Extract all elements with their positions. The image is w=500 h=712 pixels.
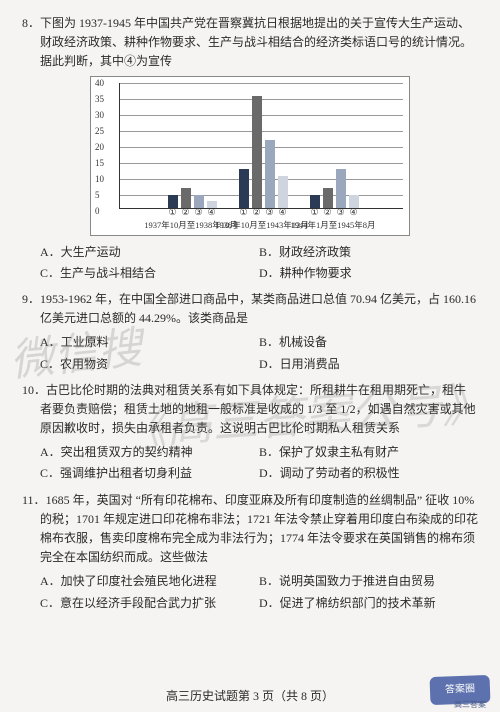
chart-series-label: ③ — [336, 205, 344, 219]
q10-text: 古巴比伦时期的法典对租赁关系有如下具体规定：所租耕牛在租用期死亡，租牛者要负责赔… — [40, 383, 476, 435]
q10-options: A．突出租赁双方的契约精神 B．保护了奴隶主私有财产 C．强调维护出租者切身利益… — [22, 442, 478, 484]
q10-number: 10． — [22, 383, 46, 397]
q10-option-c: C．强调维护出租者切身利益 — [40, 463, 259, 484]
question-8: 8．下图为 1937-1945 年中国共产党在晋察冀抗日根据地提出的关于宣传大生… — [22, 14, 478, 284]
chart-ytick: 30 — [95, 107, 104, 121]
chart-bar — [252, 96, 262, 208]
chart-series-label: ④ — [278, 205, 286, 219]
question-10: 10．古巴比伦时期的法典对租赁关系有如下具体规定：所租耕牛在租用期死亡，租牛者要… — [22, 381, 478, 485]
q11-options: A．加快了印度社会殖民地化进程 B．说明英国致力于推进自由贸易 C．意在以经济手… — [22, 571, 478, 613]
page-footer: 高三历史试题第 3 页（共 8 页） — [0, 687, 500, 706]
bar-chart: ①②③④①②③④①②③④ 05101520253035401937年10月至19… — [90, 76, 410, 236]
chart-gridline — [120, 99, 403, 100]
chart-xlabel: 1944年1月至1945年8月 — [285, 219, 381, 233]
chart-series-label: ① — [168, 205, 176, 219]
q8-option-d: D．耕种作物要求 — [259, 263, 478, 284]
chart-ytick: 5 — [95, 187, 100, 201]
chart-gridline — [120, 115, 403, 116]
q9-option-d: D．日用消费品 — [259, 354, 478, 375]
q8-options: A．大生产运动 B．财政经济政策 C．生产与战斗相结合 D．耕种作物要求 — [22, 242, 478, 284]
chart-gridline — [120, 195, 403, 196]
q9-option-a: A．工业原料 — [40, 332, 259, 353]
chart-series-label: ② — [252, 205, 260, 219]
q9-text: 1953-1962 年，在中国全部进口商品中，某类商品进口总值 70.94 亿美… — [40, 292, 476, 325]
q10-stem: 10．古巴比伦时期的法典对租赁关系有如下具体规定：所租耕牛在租用期死亡，租牛者要… — [22, 381, 478, 439]
q9-stem: 9．1953-1962 年，在中国全部进口商品中，某类商品进口总值 70.94 … — [22, 290, 478, 328]
q9-options: A．工业原料 B．机械设备 C．农用物资 D．日用消费品 — [22, 332, 478, 374]
chart-series-label: ① — [310, 205, 318, 219]
chart-ytick: 20 — [95, 139, 104, 153]
chart-gridline — [120, 147, 403, 148]
chart-container: ①②③④①②③④①②③④ 05101520253035401937年10月至19… — [22, 76, 478, 236]
chart-ytick: 35 — [95, 91, 104, 105]
q11-option-d: D．促进了棉纺织部门的技术革新 — [259, 593, 478, 614]
q11-option-b: B．说明英国致力于推进自由贸易 — [259, 571, 478, 592]
chart-series-label: ④ — [349, 205, 357, 219]
chart-series-label: ③ — [265, 205, 273, 219]
chart-series-label: ③ — [194, 205, 202, 219]
chart-ytick: 25 — [95, 123, 104, 137]
chart-gridline — [120, 163, 403, 164]
q8-text: 下图为 1937-1945 年中国共产党在晋察冀抗日根据地提出的关于宣传大生产运… — [40, 16, 472, 68]
chart-bar — [278, 176, 288, 208]
q11-text: 1685 年，英国对 “所有印花棉布、印度亚麻及所有印度制造的丝绸制品” 征收 … — [40, 493, 478, 565]
q11-stem: 11．1685 年，英国对 “所有印花棉布、印度亚麻及所有印度制造的丝绸制品” … — [22, 491, 478, 568]
chart-bar — [239, 169, 249, 207]
q8-option-c: C．生产与战斗相结合 — [40, 263, 259, 284]
chart-ytick: 0 — [95, 203, 100, 217]
chart-series-label: ② — [323, 205, 331, 219]
q11-option-c: C．意在以经济手段配合武力扩张 — [40, 593, 259, 614]
chart-ytick: 40 — [95, 75, 104, 89]
q11-number: 11． — [22, 493, 46, 507]
chart-bar — [336, 169, 346, 207]
stamp-subtext: 高三答案 — [454, 699, 486, 712]
chart-ytick: 10 — [95, 171, 104, 185]
question-9: 9．1953-1962 年，在中国全部进口商品中，某类商品进口总值 70.94 … — [22, 290, 478, 375]
chart-series-label: ④ — [207, 205, 215, 219]
question-11: 11．1685 年，英国对 “所有印花棉布、印度亚麻及所有印度制造的丝绸制品” … — [22, 491, 478, 614]
chart-gridline — [120, 131, 403, 132]
q9-number: 9． — [22, 292, 40, 306]
q10-option-b: B．保护了奴隶主私有财产 — [259, 442, 478, 463]
q8-stem: 8．下图为 1937-1945 年中国共产党在晋察冀抗日根据地提出的关于宣传大生… — [22, 14, 478, 72]
q11-option-a: A．加快了印度社会殖民地化进程 — [40, 571, 259, 592]
q8-option-a: A．大生产运动 — [40, 242, 259, 263]
chart-series-label: ① — [239, 205, 247, 219]
q10-option-d: D．调动了劳动者的积极性 — [259, 463, 478, 484]
q8-number: 8． — [22, 16, 40, 30]
chart-ytick: 15 — [95, 155, 104, 169]
q8-option-b: B．财政经济政策 — [259, 242, 478, 263]
q9-option-b: B．机械设备 — [259, 332, 478, 353]
q10-option-a: A．突出租赁双方的契约精神 — [40, 442, 259, 463]
q9-option-c: C．农用物资 — [40, 354, 259, 375]
chart-bar — [265, 140, 275, 207]
chart-gridline — [120, 83, 403, 84]
stamp-text: 答案圈 — [445, 681, 476, 698]
chart-plot-area: ①②③④①②③④①②③④ — [119, 83, 403, 209]
chart-gridline — [120, 179, 403, 180]
chart-series-label: ② — [181, 205, 189, 219]
